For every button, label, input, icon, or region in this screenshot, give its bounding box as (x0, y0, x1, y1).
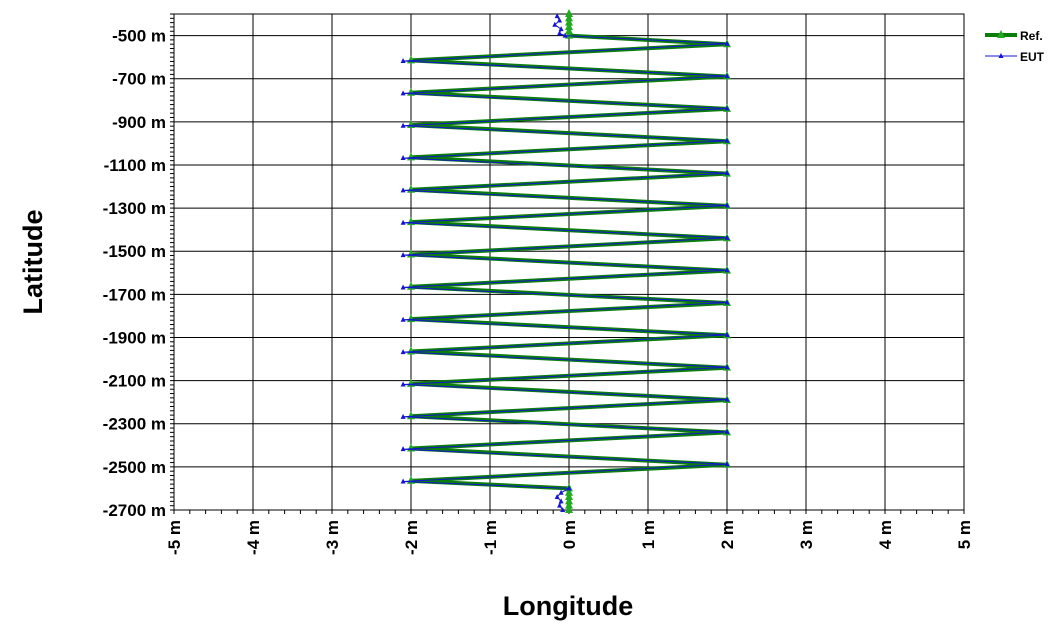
y-tick-label: -500 m (112, 27, 166, 46)
y-tick-label: -700 m (112, 70, 166, 89)
eut-point (724, 396, 730, 402)
eut-point (724, 202, 730, 208)
x-tick-label: 2 m (718, 520, 737, 549)
eut-point (724, 461, 730, 467)
eut-point (400, 155, 406, 161)
ref-point (565, 505, 573, 513)
y-tick-label: -1900 m (103, 328, 166, 347)
x-tick-label: 3 m (797, 520, 816, 549)
y-axis-title: Latitude (18, 210, 48, 315)
eut-point (400, 219, 406, 225)
y-tick-label: -900 m (112, 113, 166, 132)
y-tick-label: -2300 m (103, 415, 166, 434)
legend: Ref. EUT (985, 29, 1045, 64)
x-tick-label: -2 m (402, 520, 421, 555)
eut-point (724, 428, 730, 434)
x-tick-labels: -5 m -4 m -3 m -2 m -1 m 0 m 1 m 2 m 3 m 4 m 5 m (165, 520, 974, 555)
x-tick-label: -1 m (481, 520, 500, 555)
eut-point (552, 21, 558, 27)
x-tick-label: -5 m (165, 520, 184, 555)
series-eut (400, 13, 730, 512)
eut-point (558, 26, 564, 32)
eut-point (554, 13, 560, 19)
eut-point (400, 349, 406, 355)
legend-ref-marker (997, 30, 1005, 38)
eut-point (558, 489, 564, 495)
eut-point (724, 364, 730, 370)
ref-point (565, 13, 573, 22)
y-tick-label: -1500 m (103, 242, 166, 261)
legend-eut-label: EUT (1020, 50, 1045, 64)
x-tick-label: -4 m (244, 520, 263, 555)
eut-line (403, 15, 728, 511)
y-tick-label: -2100 m (103, 372, 166, 391)
eut-point (557, 17, 563, 23)
legend-ref-label: Ref. (1020, 29, 1043, 43)
eut-point (724, 331, 730, 337)
y-tick-label: -1100 m (104, 156, 166, 175)
eut-point (400, 478, 406, 484)
y-tick-label: -1300 m (103, 199, 166, 218)
x-tick-label: 5 m (955, 520, 974, 549)
ref-point (565, 487, 573, 496)
eut-point (400, 284, 406, 290)
eut-point (724, 40, 730, 46)
x-tick-label: 0 m (560, 520, 579, 549)
eut-point (400, 446, 406, 452)
eut-point (724, 137, 730, 143)
eut-point (724, 234, 730, 240)
eut-point (566, 485, 572, 491)
ref-point (565, 492, 573, 501)
ref-point (565, 17, 573, 26)
ref-point (565, 26, 573, 35)
eut-point (400, 316, 406, 322)
y-tick-label: -2500 m (103, 458, 166, 477)
eut-point (724, 170, 730, 176)
eut-point (400, 413, 406, 419)
eut-point (724, 73, 730, 79)
eut-point (400, 122, 406, 128)
legend-eut-marker (998, 53, 1004, 58)
eut-point (724, 299, 730, 305)
eut-point (400, 90, 406, 96)
x-tick-label: 1 m (639, 520, 658, 549)
eut-point (724, 267, 730, 273)
x-axis-title: Longitude (503, 591, 633, 621)
eut-point (554, 494, 560, 500)
y-tick-label: -1700 m (103, 285, 166, 304)
minor-ticks (170, 13, 965, 514)
eut-point (724, 105, 730, 111)
y-tick-label: -2700 m (103, 501, 166, 520)
eut-point (560, 507, 566, 512)
eut-point (562, 32, 568, 38)
ref-point (565, 500, 573, 509)
y-tick-labels: -500 m -700 m -900 m -1100 m -1300 m -1500 m -… (103, 27, 166, 520)
x-tick-label: -3 m (323, 520, 342, 555)
eut-point (400, 187, 406, 193)
ref-point (565, 9, 573, 17)
eut-point (558, 498, 564, 504)
eut-point (557, 30, 563, 36)
ref-point (565, 496, 573, 505)
ref-point (565, 21, 573, 30)
eut-point (557, 502, 563, 508)
eut-point (400, 58, 406, 64)
eut-point (400, 252, 406, 258)
x-tick-label: 4 m (876, 520, 895, 549)
eut-point (400, 381, 406, 387)
